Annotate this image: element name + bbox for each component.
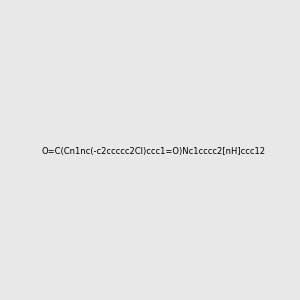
- Text: O=C(Cn1nc(-c2ccccc2Cl)ccc1=O)Nc1cccc2[nH]ccc12: O=C(Cn1nc(-c2ccccc2Cl)ccc1=O)Nc1cccc2[nH…: [42, 147, 266, 156]
